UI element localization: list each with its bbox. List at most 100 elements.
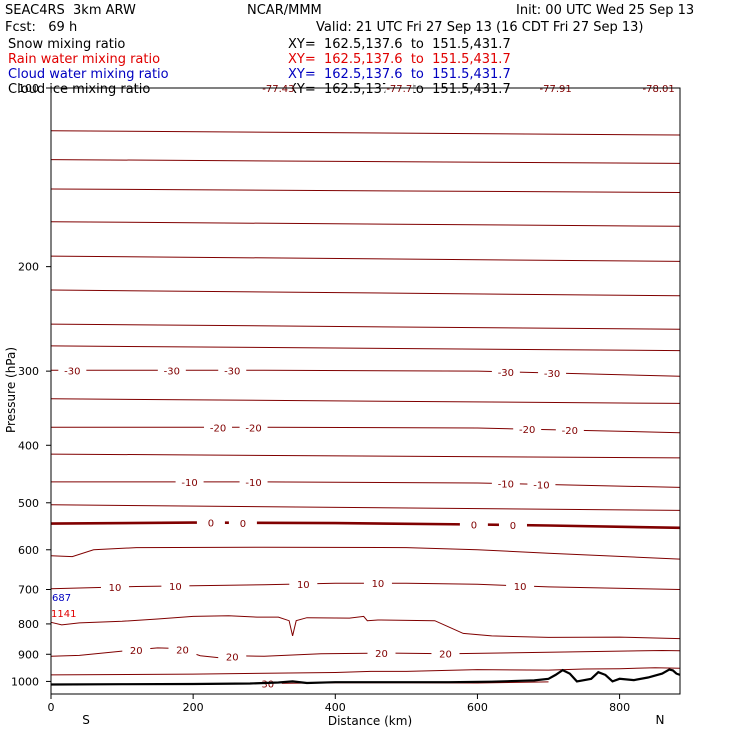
x-tick-label-600: 600 bbox=[467, 701, 488, 714]
isotherm-label-18-0: 0 bbox=[208, 519, 214, 530]
isotherm-6 bbox=[50, 188, 681, 193]
field-xy-rain: XY= 162.5,137.6 to 151.5,431.7 bbox=[288, 52, 511, 67]
isotherm-label-bg-12-3 bbox=[491, 365, 520, 378]
model-title: SEAC4RS 3km ARW bbox=[5, 3, 136, 18]
isotherm-label-2-0: -77.91 bbox=[539, 84, 571, 95]
isotherm-label-bg-20-3 bbox=[363, 577, 392, 590]
y-tick-label-1000: 1000 bbox=[11, 675, 39, 688]
y-axis-label: Pressure (hPa) bbox=[4, 347, 18, 433]
isotherm-label-0-0: -77.43 bbox=[262, 84, 294, 95]
isotherm-7 bbox=[50, 221, 681, 227]
contour-labels: -77.43 -77.7 -77.91 -78.01 -30 -30 -30 -30 -30 -2… bbox=[58, 82, 675, 690]
isotherm-label-bg-18-1 bbox=[228, 516, 257, 529]
isotherm-label-22-0: 20 bbox=[130, 646, 143, 657]
isotherm-label-12-3: -30 bbox=[498, 368, 514, 379]
isotherm-label-20-2: 10 bbox=[297, 580, 310, 591]
x-end-label-south: S bbox=[82, 713, 90, 727]
isotherm-13 bbox=[50, 398, 681, 404]
field-label-rain: Rain water mixing ratio bbox=[8, 52, 161, 67]
isotherm-label-bg-14-3 bbox=[555, 424, 584, 437]
isotherm-15 bbox=[50, 453, 681, 459]
isotherm-label-bg-16-0 bbox=[175, 475, 204, 488]
isotherm-label-3-0: -78.01 bbox=[643, 84, 675, 95]
isotherm-label-20-0: 10 bbox=[109, 583, 122, 594]
isotherm-label-bg-22-4 bbox=[431, 647, 460, 660]
isotherm-label-bg-16-3 bbox=[527, 478, 556, 491]
isotherm-label-bg-18-3 bbox=[498, 518, 527, 531]
isotherm-17 bbox=[50, 504, 681, 511]
isotherm-label-14-1: -20 bbox=[245, 423, 261, 434]
y-tick-label-200: 200 bbox=[18, 261, 39, 274]
isotherm-label-22-4: 20 bbox=[439, 650, 452, 661]
x-tick-label-0: 0 bbox=[48, 701, 55, 714]
x-axis-label: Distance (km) bbox=[328, 714, 412, 728]
isotherm-16 bbox=[51, 481, 681, 488]
isotherm-label-14-3: -20 bbox=[562, 426, 578, 437]
isotherm-label-bg-20-2 bbox=[289, 577, 318, 590]
y-tick-label-700: 700 bbox=[18, 584, 39, 597]
isotherm-label-bg-18-2 bbox=[459, 518, 488, 531]
side-label-cloud-water: 687 bbox=[52, 593, 71, 604]
isotherm-label-18-3: 0 bbox=[510, 521, 516, 532]
isotherm-label-12-0: -30 bbox=[64, 366, 80, 377]
isotherm-label-bg-12-4 bbox=[538, 367, 567, 380]
isotherm-label-bg-12-2 bbox=[218, 364, 247, 377]
isotherm-label-bg-14-2 bbox=[513, 423, 542, 436]
isotherm-label-bg-20-0 bbox=[100, 581, 129, 594]
isotherm-10 bbox=[50, 323, 681, 330]
terrain-line bbox=[50, 668, 681, 686]
isotherm-label-20-4: 10 bbox=[514, 582, 527, 593]
x-tick-label-800: 800 bbox=[609, 701, 630, 714]
isotherm-label-22-3: 20 bbox=[375, 649, 388, 660]
isotherm-label-bg-14-0 bbox=[204, 421, 233, 434]
isotherm-label-bg-22-2 bbox=[218, 650, 247, 663]
isotherm-label-bg-12-0 bbox=[58, 364, 87, 377]
isotherm-21 bbox=[50, 615, 681, 640]
y-tick-label-100: 100 bbox=[18, 82, 39, 95]
side-label-rain: 1141 bbox=[51, 609, 76, 620]
temperature-contours bbox=[50, 87, 681, 684]
isotherm-label-bg-22-3 bbox=[367, 647, 396, 660]
isotherm-label-18-1: 0 bbox=[240, 519, 246, 530]
isotherm-label-bg-16-2 bbox=[491, 477, 520, 490]
isotherm-8 bbox=[50, 255, 681, 262]
init-time: Init: 00 UTC Wed 25 Sep 13 bbox=[516, 3, 695, 18]
isotherm-12 bbox=[51, 369, 681, 377]
field-label-cloud-ice: Cloud ice mixing ratio bbox=[8, 82, 151, 97]
isotherm-label-bg-16-1 bbox=[239, 475, 268, 488]
isotherm-23 bbox=[50, 667, 681, 676]
isotherm-label-bg-14-1 bbox=[239, 421, 268, 434]
isotherm-label-bg-20-4 bbox=[506, 579, 535, 592]
y-tick-label-300: 300 bbox=[18, 365, 39, 378]
isotherm-label-16-3: -10 bbox=[533, 480, 549, 491]
isotherm-label-bg-20-1 bbox=[161, 580, 190, 593]
isotherm-9 bbox=[50, 289, 681, 297]
isotherm-label-16-0: -10 bbox=[181, 478, 197, 489]
isotherm-label-22-2: 20 bbox=[226, 652, 239, 663]
isotherm-label-12-1: -30 bbox=[164, 366, 180, 377]
isotherm-4 bbox=[50, 130, 681, 136]
valid-time: Valid: 21 UTC Fri 27 Sep 13 (16 CDT Fri … bbox=[316, 20, 644, 35]
isotherm-label-20-1: 10 bbox=[169, 582, 182, 593]
isotherm-11 bbox=[50, 345, 681, 352]
isotherm-label-22-1: 20 bbox=[176, 646, 189, 657]
isotherm-label-1-0: -77.7 bbox=[386, 84, 412, 95]
isotherm-label-20-3: 10 bbox=[372, 579, 385, 590]
y-tick-label-600: 600 bbox=[18, 544, 39, 557]
isotherm-label-24-0: 30 bbox=[261, 679, 274, 690]
x-tick-label-200: 200 bbox=[183, 701, 204, 714]
y-tick-label-800: 800 bbox=[18, 618, 39, 631]
isotherm-19 bbox=[50, 546, 681, 560]
field-xy-cloud-ice: XY= 162.5,137.6 to 151.5,431.7 bbox=[288, 82, 511, 97]
x-tick-label-400: 400 bbox=[325, 701, 346, 714]
isotherm-label-bg-12-1 bbox=[157, 364, 186, 377]
forecast-hour: Fcst: 69 h bbox=[5, 20, 78, 35]
isotherm-label-bg-18-0 bbox=[196, 516, 225, 529]
field-xy-snow: XY= 162.5,137.6 to 151.5,431.7 bbox=[288, 37, 511, 52]
isotherm-label-12-4: -30 bbox=[544, 369, 560, 380]
plot-frame bbox=[50, 87, 681, 695]
isotherm-14 bbox=[51, 426, 681, 434]
field-label-cloud-water: Cloud water mixing ratio bbox=[8, 67, 169, 82]
isotherm-label-bg-22-1 bbox=[168, 643, 197, 656]
